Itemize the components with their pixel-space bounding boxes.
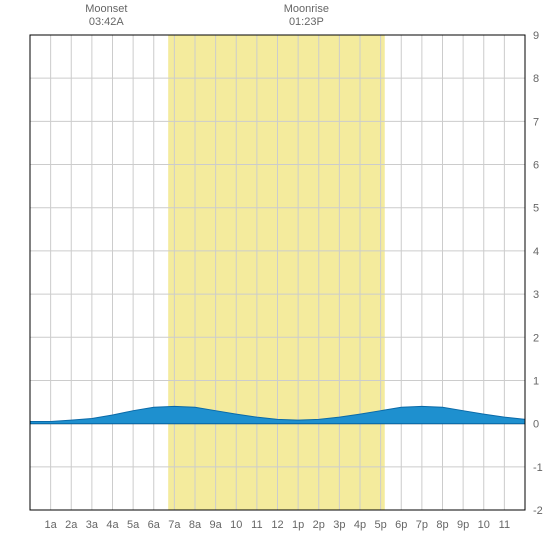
svg-text:12: 12 [271, 519, 283, 531]
svg-text:-2: -2 [533, 505, 543, 517]
svg-text:9p: 9p [457, 519, 469, 531]
moonrise-header: Moonrise 01:23P [276, 3, 336, 29]
svg-text:2: 2 [533, 332, 539, 344]
moonrise-time: 01:23P [276, 16, 336, 29]
svg-text:11: 11 [251, 519, 262, 531]
svg-text:8p: 8p [436, 519, 448, 531]
moonset-header: Moonset 03:42A [76, 3, 136, 29]
svg-text:6: 6 [533, 160, 539, 172]
svg-text:7p: 7p [416, 519, 428, 531]
moonset-time: 03:42A [76, 16, 136, 29]
svg-text:10: 10 [230, 519, 242, 531]
svg-text:7: 7 [533, 116, 539, 128]
moonrise-label: Moonrise [276, 3, 336, 16]
svg-text:9a: 9a [210, 519, 223, 531]
svg-text:11: 11 [499, 519, 510, 531]
svg-text:-1: -1 [533, 462, 543, 474]
svg-text:1p: 1p [292, 519, 304, 531]
chart-svg: -2-101234567891a2a3a4a5a6a7a8a9a1011121p… [0, 0, 550, 550]
svg-text:10: 10 [478, 519, 490, 531]
svg-text:4a: 4a [106, 519, 119, 531]
svg-text:6a: 6a [148, 519, 161, 531]
svg-text:8a: 8a [189, 519, 202, 531]
svg-text:6p: 6p [395, 519, 407, 531]
svg-text:1: 1 [533, 375, 539, 387]
svg-text:3a: 3a [86, 519, 99, 531]
svg-text:3p: 3p [333, 519, 345, 531]
tide-moon-chart: Moonset 03:42A Moonrise 01:23P -2-101234… [0, 0, 550, 550]
moonset-label: Moonset [76, 3, 136, 16]
svg-text:8: 8 [533, 73, 539, 85]
svg-text:3: 3 [533, 289, 539, 301]
svg-text:5: 5 [533, 203, 539, 215]
svg-text:9: 9 [533, 30, 539, 42]
svg-text:5a: 5a [127, 519, 140, 531]
svg-text:2a: 2a [65, 519, 78, 531]
svg-text:2p: 2p [313, 519, 325, 531]
svg-text:5p: 5p [375, 519, 387, 531]
svg-text:1a: 1a [45, 519, 58, 531]
svg-text:0: 0 [533, 419, 539, 431]
svg-text:4p: 4p [354, 519, 366, 531]
svg-text:7a: 7a [168, 519, 181, 531]
svg-text:4: 4 [533, 246, 539, 258]
